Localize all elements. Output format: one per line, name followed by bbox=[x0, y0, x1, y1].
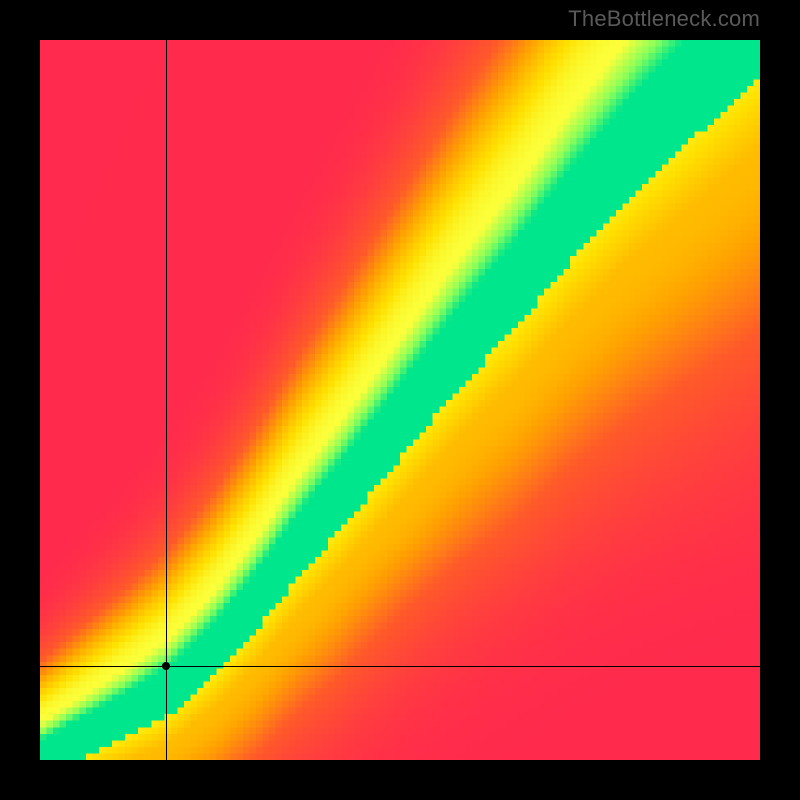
watermark-text: TheBottleneck.com bbox=[568, 6, 760, 32]
heatmap-canvas bbox=[40, 40, 760, 760]
crosshair-vertical bbox=[166, 40, 167, 760]
heatmap-plot bbox=[40, 40, 760, 760]
crosshair-horizontal bbox=[40, 666, 760, 667]
marker-dot bbox=[162, 662, 170, 670]
